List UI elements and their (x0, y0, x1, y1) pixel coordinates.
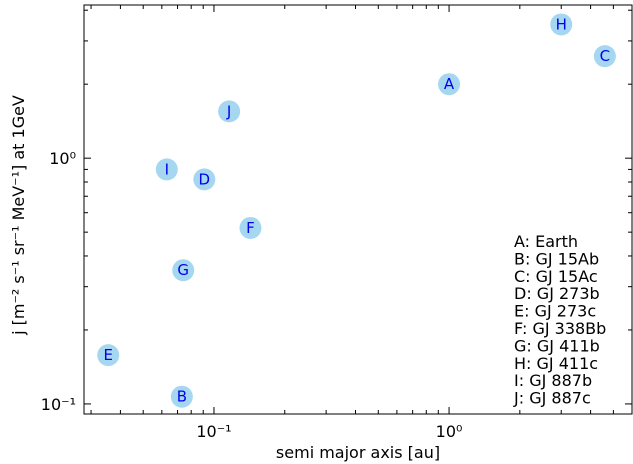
x-axis-label: semi major axis [au] (276, 443, 440, 462)
point-marker (170, 385, 193, 408)
point-marker (218, 100, 241, 123)
point-marker (172, 259, 195, 282)
data-point-c: C (593, 45, 616, 68)
x-tick-label: 10⁻¹ (196, 422, 231, 441)
point-label: D (199, 170, 211, 188)
point-marker (155, 158, 178, 181)
data-point-h: H (550, 13, 573, 36)
point-label: C (600, 47, 610, 65)
point-label: F (246, 219, 255, 237)
legend-entry: A: Earth (514, 232, 578, 251)
data-point-j: J (218, 100, 241, 123)
legend-entry: E: GJ 273c (514, 302, 596, 321)
data-point-g: G (172, 259, 195, 282)
legend-entry: H: GJ 411c (514, 354, 598, 373)
x-tick-label: 10⁰ (436, 422, 463, 441)
legend-entry: J: GJ 887c (513, 389, 591, 408)
data-point-i: I (155, 158, 178, 181)
point-label: A (444, 75, 455, 93)
point-label: H (556, 15, 567, 33)
y-tick-label: 10⁻¹ (41, 395, 76, 414)
legend-entry: F: GJ 338Bb (514, 319, 606, 338)
point-marker (438, 73, 461, 96)
point-marker (550, 13, 573, 36)
y-tick-label: 10⁰ (49, 149, 76, 168)
point-marker (593, 45, 616, 68)
data-point-f: F (239, 216, 262, 239)
data-point-d: D (193, 168, 216, 191)
legend-entry: D: GJ 273b (514, 284, 600, 303)
legend-entry: G: GJ 411b (514, 336, 600, 355)
point-marker (97, 344, 120, 367)
point-label: E (103, 346, 112, 364)
plot-frame (83, 4, 633, 415)
point-label: G (177, 261, 189, 279)
axis-ticks (84, 5, 633, 414)
y-axis-label: j [m⁻² s⁻¹ sr⁻¹ MeV⁻¹] at 1GeV (9, 95, 28, 336)
data-point-a: A (438, 73, 461, 96)
axis-tick-labels: 10⁻¹ 10⁰ 10⁻¹ 10⁰ (41, 149, 463, 441)
legend-entry: I: GJ 887b (514, 371, 592, 390)
point-label: I (165, 160, 169, 178)
legend-entry: C: GJ 15Ac (514, 267, 598, 286)
data-point-e: E (97, 344, 120, 367)
point-marker (193, 168, 216, 191)
data-points: A B C D E F G H I J (97, 13, 616, 408)
point-marker (239, 216, 262, 239)
point-label: J (226, 102, 231, 120)
data-point-b: B (170, 385, 193, 408)
point-label: B (177, 388, 187, 406)
legend-entry: B: GJ 15Ab (514, 249, 599, 268)
